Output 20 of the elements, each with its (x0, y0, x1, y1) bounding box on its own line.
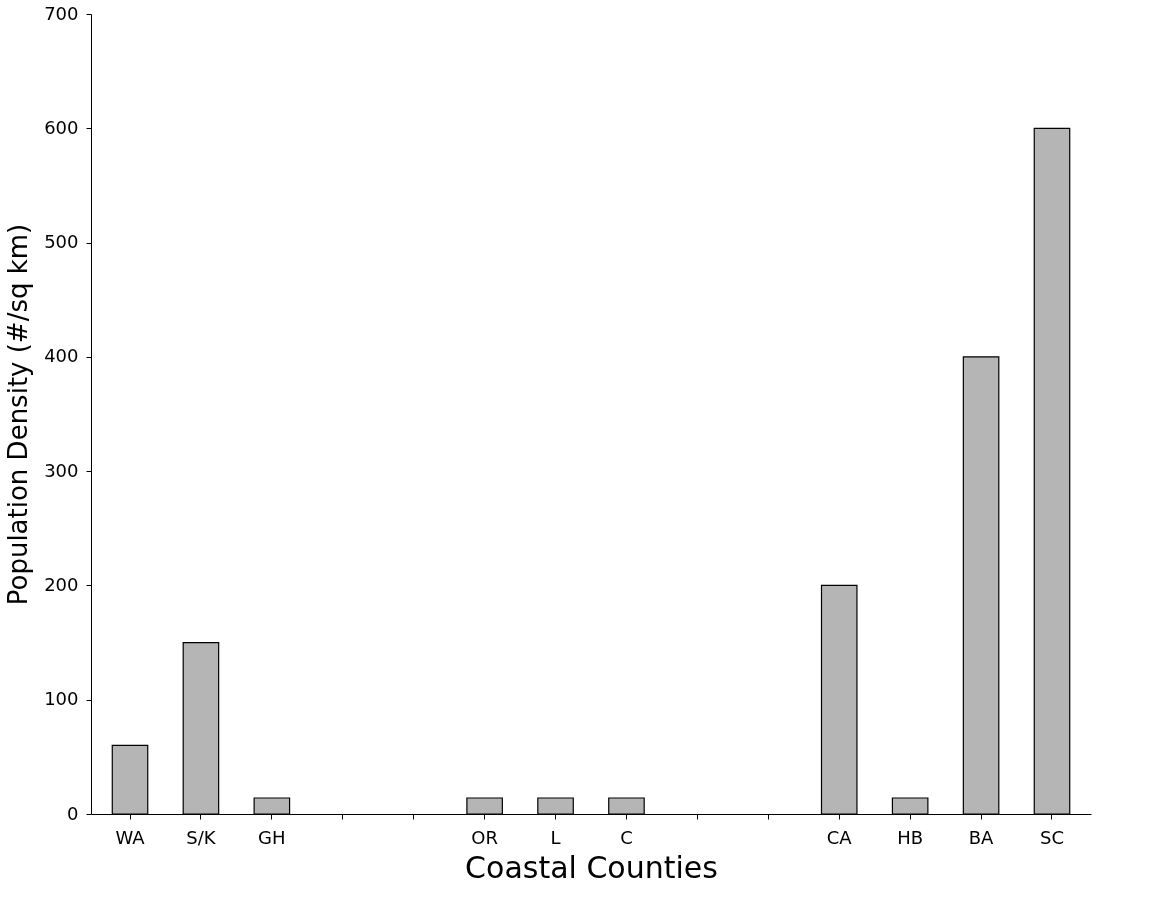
x-tick-label: C (620, 826, 633, 848)
y-tick-label: 300 (44, 459, 79, 481)
y-tick-label: 100 (44, 688, 79, 710)
x-tick-label: SC (1039, 826, 1064, 848)
y-tick-label: 700 (44, 2, 79, 24)
x-tick-label: OR (471, 826, 498, 848)
y-tick-label: 500 (44, 231, 79, 253)
x-tick-label: S/K (186, 826, 217, 848)
x-tick-label: WA (115, 826, 146, 848)
x-axis-title: Coastal Counties (465, 849, 718, 885)
y-tick-label: 400 (44, 345, 79, 367)
x-tick-label: HB (897, 826, 924, 848)
y-tick-label: 600 (44, 116, 79, 138)
y-tick-label: 0 (67, 802, 79, 824)
y-tick-label: 200 (44, 573, 79, 595)
y-axis-title: Population Density (#/sq km) (3, 223, 34, 606)
x-tick-label: L (550, 826, 561, 848)
x-tick-label: GH (258, 826, 286, 848)
x-tick-label: BA (968, 826, 995, 848)
x-tick-label: CA (826, 826, 853, 848)
